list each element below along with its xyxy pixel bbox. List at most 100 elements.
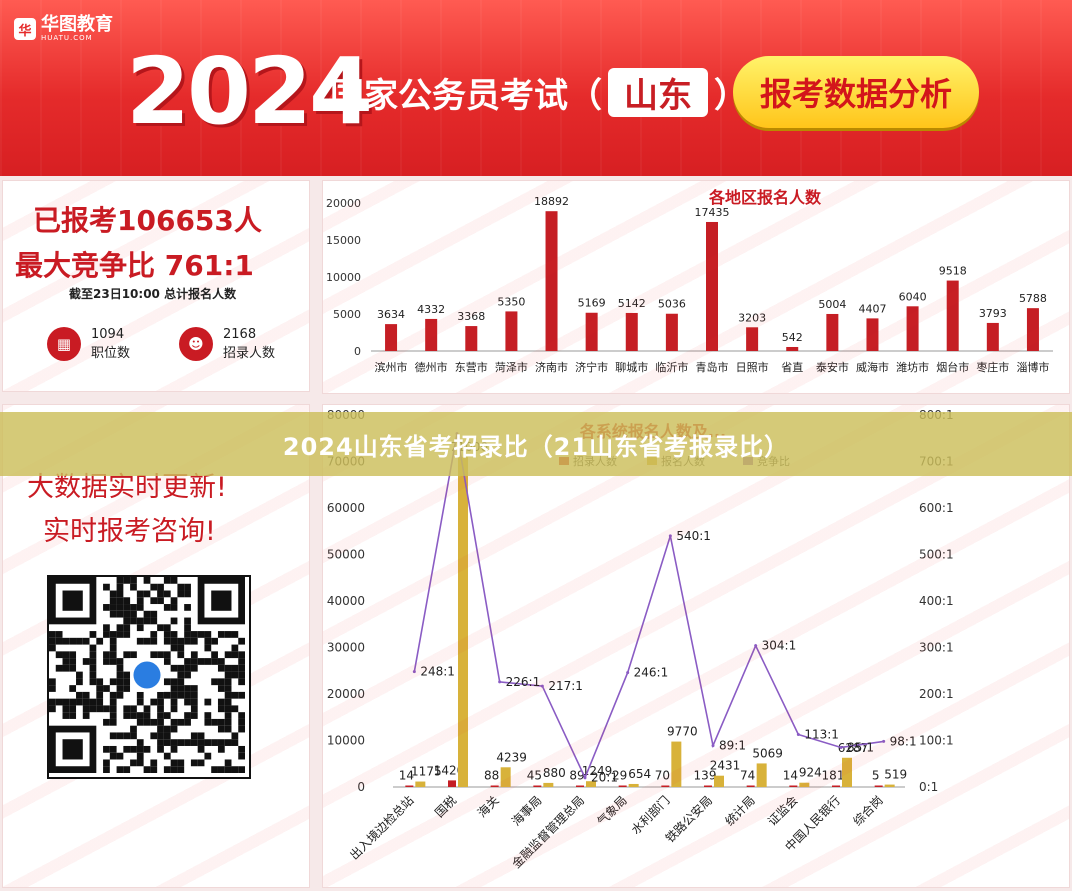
bar-青岛市 <box>706 221 718 351</box>
qr-module <box>62 664 70 672</box>
y2-tick-label: 400:1 <box>919 594 954 608</box>
ratio-value-label: 85:1 <box>847 740 874 754</box>
qr-module <box>190 631 198 638</box>
qr-module <box>116 671 124 679</box>
qr-module <box>170 739 178 746</box>
x-tick-label: 海关 <box>474 793 502 821</box>
bar-value-label: 29 <box>612 769 627 783</box>
qr-module <box>96 678 104 686</box>
hires-label: 招录人数 <box>223 346 276 361</box>
qr-module <box>217 766 225 773</box>
qr-module <box>184 583 191 591</box>
qr-module <box>177 651 185 659</box>
y-tick-label: 20000 <box>326 197 361 210</box>
qr-module <box>204 644 212 652</box>
qr-module <box>49 644 56 652</box>
qr-module <box>170 637 178 645</box>
qr-module <box>62 698 70 706</box>
ratio-point <box>754 644 758 648</box>
bar-value-label: 70 <box>655 769 670 783</box>
ratio-value-label: 226:1 <box>506 675 541 689</box>
qr-finder-core <box>62 590 83 611</box>
qr-module <box>224 678 232 686</box>
qr-module <box>231 739 239 746</box>
bar-recruits-海事局 <box>533 785 542 787</box>
qr-module <box>103 624 110 632</box>
qr-code[interactable] <box>47 575 251 779</box>
qr-module <box>76 698 83 706</box>
ratio-point <box>839 745 843 749</box>
qr-module <box>55 631 63 638</box>
bar-recruits-出入境边检总站 <box>405 785 414 787</box>
qr-module <box>217 685 225 692</box>
qr-module <box>123 597 131 605</box>
qr-module <box>116 766 124 773</box>
bar-registrants-出入境边检总站 <box>415 781 426 787</box>
qr-module <box>123 678 131 686</box>
qr-module <box>103 651 110 659</box>
qr-module <box>123 712 131 719</box>
logo-sub: HUATU.COM <box>41 34 93 42</box>
qr-module <box>143 590 151 598</box>
qr-module <box>163 712 171 719</box>
qr-module <box>190 685 198 692</box>
x-tick-label: 淄博市 <box>1016 360 1049 374</box>
ratio-value-label: 248:1 <box>420 665 455 679</box>
qr-module <box>69 705 77 713</box>
logo: 华 华图教育 HUATU.COM <box>14 16 113 42</box>
bar-value-label: 5 <box>872 769 880 783</box>
qr-module <box>177 590 185 598</box>
bar-registrants-海关 <box>500 767 511 787</box>
qr-module <box>62 712 70 719</box>
qr-module <box>190 691 198 699</box>
ratio-value-label: 89:1 <box>719 739 746 753</box>
bar-registrants-水利部门 <box>671 741 682 787</box>
x-tick-label: 水利部门 <box>628 793 673 838</box>
bar-烟台市 <box>946 280 959 351</box>
y-tick-label: 60000 <box>327 501 365 515</box>
qr-module <box>62 637 70 645</box>
x-tick-label: 统计局 <box>722 793 757 828</box>
qr-module <box>170 745 178 753</box>
bar-济宁市 <box>585 312 598 351</box>
qr-module <box>143 712 151 719</box>
x-tick-label: 聊城市 <box>615 360 648 374</box>
bar-滨州市 <box>385 324 398 351</box>
qr-module <box>96 698 104 706</box>
qr-module <box>231 631 239 638</box>
y2-tick-label: 200:1 <box>919 687 954 701</box>
qr-module <box>69 685 77 692</box>
qr-module <box>136 712 144 719</box>
qr-module <box>157 698 164 706</box>
x-tick-label: 铁路公安局 <box>662 793 715 846</box>
y2-tick-label: 600:1 <box>919 501 954 515</box>
bar-value-label: 89 <box>569 769 584 783</box>
x-tick-label: 济南市 <box>535 360 568 374</box>
exam-title-pre: 国家公务员考试（ <box>330 76 602 116</box>
bar-value-label: 1175 <box>411 765 442 779</box>
qr-module <box>211 678 218 686</box>
bar-东营市 <box>465 326 478 351</box>
bar-value-label: 4239 <box>496 750 527 764</box>
qr-module <box>231 644 239 652</box>
qr-module <box>163 725 171 733</box>
qr-module <box>224 766 232 773</box>
qr-module <box>217 658 225 665</box>
qr-module <box>49 631 56 638</box>
ratio-point <box>412 670 416 674</box>
promo-panel: 大数据实时更新! 实时报考咨询! <box>2 404 310 888</box>
bar-registrants-综合岗 <box>884 784 895 787</box>
registered-total: 已报考106653人 <box>33 204 262 237</box>
x-tick-label: 省直 <box>781 360 803 374</box>
qr-module <box>136 759 144 767</box>
bar-registrants-统计局 <box>756 763 767 787</box>
qr-module <box>116 604 124 611</box>
qr-module <box>89 678 97 686</box>
ratio-value-label: 246:1 <box>634 666 669 680</box>
qr-module <box>150 766 158 773</box>
ratio-point <box>540 684 544 688</box>
qr-module <box>76 671 83 679</box>
x-tick-label: 出入境边检总站 <box>346 793 416 863</box>
bar-威海市 <box>866 318 879 351</box>
stats-panel: 已报考106653人 最大竞争比 761:1 截至23日10:00 总计报名人数… <box>2 180 310 392</box>
